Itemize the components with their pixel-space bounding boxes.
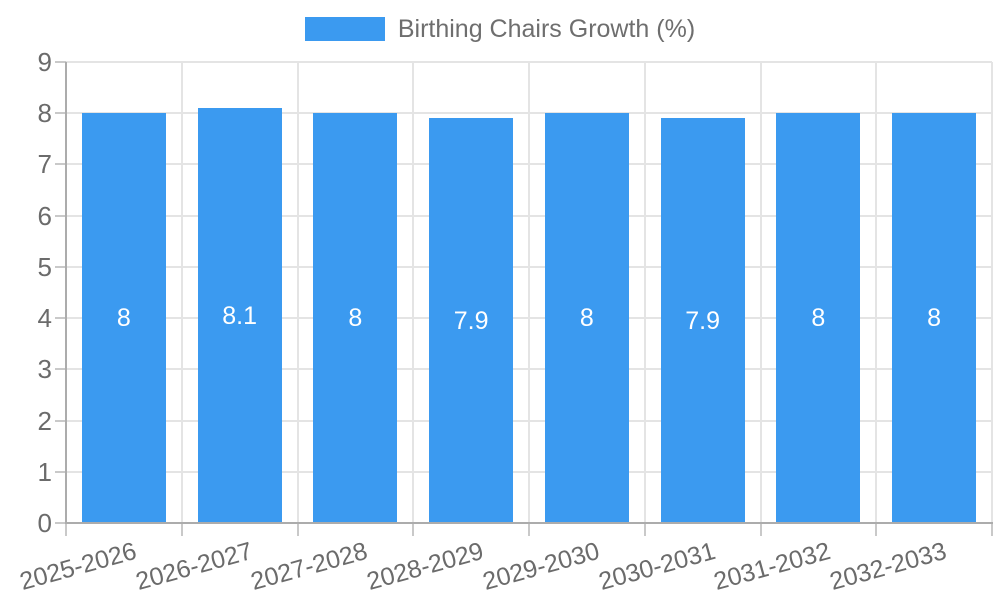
- y-axis-tick: [55, 419, 66, 422]
- y-axis-tick: [55, 317, 66, 320]
- bar-value-label: 8: [116, 304, 131, 333]
- y-axis-tick-label: 8: [37, 98, 52, 129]
- bar-value-label: 8.1: [222, 301, 257, 330]
- gridline-vertical: [643, 62, 646, 523]
- x-axis-tick: [412, 523, 415, 536]
- x-axis-tick: [180, 523, 183, 536]
- y-axis-tick: [55, 470, 66, 473]
- x-axis-line: [65, 522, 993, 524]
- gridline-vertical: [296, 62, 299, 523]
- x-axis-tick: [875, 523, 878, 536]
- gridline-vertical: [875, 62, 878, 523]
- gridline-vertical: [991, 62, 993, 523]
- y-axis-tick-label: 1: [37, 456, 52, 487]
- bar: [81, 113, 166, 523]
- y-axis-tick-label: 5: [37, 251, 52, 282]
- y-axis-tick: [55, 522, 66, 524]
- y-axis-tick: [55, 163, 66, 166]
- bar: [429, 118, 514, 523]
- gridline-vertical: [759, 62, 762, 523]
- y-axis-tick-label: 6: [37, 200, 52, 231]
- y-axis-tick-label: 3: [37, 354, 52, 385]
- bar-value-label: 8: [811, 304, 826, 333]
- y-axis-tick-label: 9: [37, 47, 52, 77]
- bar-value-label: 7.9: [453, 306, 489, 335]
- x-axis-tick: [991, 523, 993, 536]
- y-axis-line: [65, 62, 67, 524]
- bar: [313, 113, 398, 523]
- legend-item[interactable]: Birthing Chairs Growth (%): [0, 14, 1000, 44]
- y-axis-tick-label: 4: [37, 303, 52, 334]
- bar: [892, 113, 977, 523]
- bar-value-label: 7.9: [685, 306, 720, 335]
- y-axis-tick: [55, 61, 66, 63]
- y-axis-tick: [55, 214, 66, 217]
- bar: [776, 113, 861, 523]
- y-axis-tick-label: 0: [37, 508, 52, 538]
- bar-value-label: 8: [579, 304, 594, 333]
- x-axis-tick: [296, 523, 299, 536]
- x-axis-tick: [759, 523, 762, 536]
- gridline-vertical: [180, 62, 183, 523]
- x-axis-tick: [65, 523, 67, 536]
- bar-value-label: 8: [927, 304, 942, 333]
- gridline-vertical: [528, 62, 530, 523]
- bar: [197, 108, 282, 523]
- y-axis-tick: [55, 112, 66, 115]
- bar: [544, 113, 629, 523]
- bar: [660, 118, 745, 523]
- legend-label: Birthing Chairs Growth (%): [397, 15, 696, 43]
- y-axis-tick-label: 7: [37, 149, 52, 180]
- legend-swatch: [304, 17, 385, 41]
- y-axis-tick: [55, 265, 66, 268]
- x-axis-tick: [643, 523, 646, 536]
- gridline-vertical: [412, 62, 415, 523]
- y-axis-tick-label: 2: [37, 405, 52, 436]
- y-axis-tick: [55, 368, 66, 371]
- x-axis-tick: [528, 523, 530, 536]
- bar-value-label: 8: [348, 304, 363, 333]
